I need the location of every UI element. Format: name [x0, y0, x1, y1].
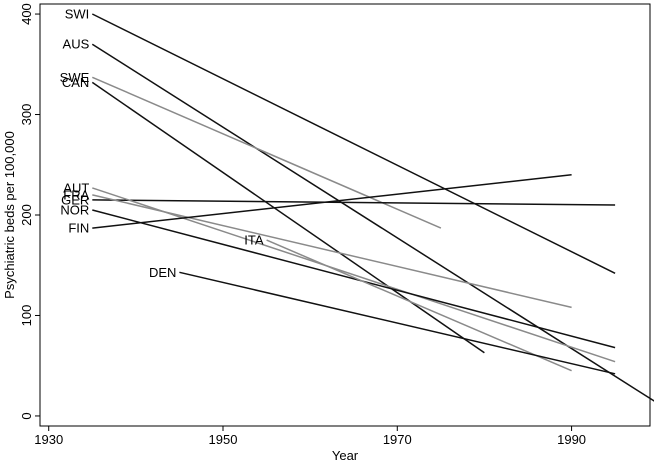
series-line-swi	[91, 13, 616, 274]
series-line-den	[179, 271, 616, 375]
series-label-fin: FIN	[68, 221, 89, 236]
y-tick-label: 400	[19, 3, 34, 25]
series-line-aus	[91, 43, 654, 402]
series-label-swe: SWE	[60, 70, 90, 85]
x-tick-label: 1930	[34, 432, 63, 447]
series-line-ger	[92, 199, 616, 206]
x-tick-label: 1990	[557, 432, 586, 447]
series-label-aus: AUS	[63, 37, 90, 52]
y-tick-label: 100	[19, 305, 34, 327]
series-label-fra: FRA	[63, 187, 89, 202]
y-tick-label: 200	[19, 204, 34, 226]
x-axis: 1930 1950 1970 1990	[34, 426, 586, 447]
series-label-can: CAN	[62, 75, 89, 90]
y-tick-label: 300	[19, 104, 34, 126]
plot-area-border	[39, 3, 651, 427]
series-label-den: DEN	[149, 265, 176, 280]
series-label-nor: NOR	[60, 202, 89, 217]
plot-frame	[39, 3, 651, 427]
series-lines	[91, 13, 654, 402]
x-axis-title: Year	[332, 448, 359, 463]
y-tick-label: 0	[19, 412, 34, 419]
series-label-ita: ITA	[244, 233, 264, 248]
series-label-ger: GER	[61, 192, 89, 207]
series-line-ita	[266, 239, 572, 372]
y-axis-title: Psychiatric beds per 100,000	[2, 131, 17, 299]
y-axis: 0 100 200 300 400	[19, 3, 40, 420]
series-line-nor	[92, 209, 616, 349]
x-tick-label: 1970	[383, 432, 412, 447]
series-line-aut	[92, 187, 616, 363]
series-line-can	[91, 81, 485, 354]
series-line-fin	[92, 174, 572, 229]
series-label-aut: AUT	[63, 180, 89, 195]
x-tick-label: 1950	[209, 432, 238, 447]
series-label-swi: SWI	[65, 7, 90, 22]
series-line-fra	[92, 194, 572, 309]
